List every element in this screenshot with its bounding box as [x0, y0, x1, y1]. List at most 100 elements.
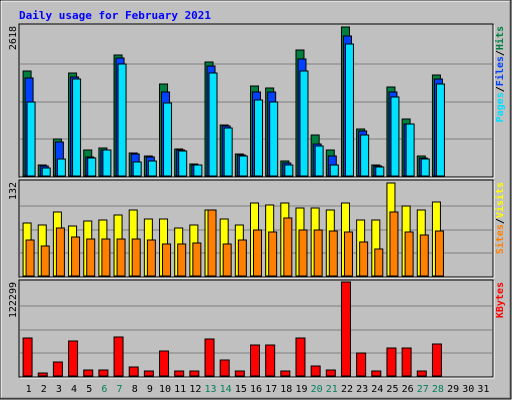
- bar-pages-day-23: [360, 134, 370, 177]
- legend-kbytes: KBytes: [495, 282, 506, 318]
- bar-kbytes-day-21: [325, 369, 336, 377]
- max-label-visits-sites: 132: [8, 182, 19, 200]
- bar-pages-day-22: [344, 43, 354, 177]
- bar-pages-day-10: [163, 102, 173, 177]
- day-label-13: 13: [204, 384, 216, 395]
- legend-part-hits-files-pages-0: Pages: [495, 92, 506, 122]
- bar-sites-day-7: [116, 238, 126, 277]
- bar-kbytes-day-20: [310, 365, 321, 377]
- bar-pages-day-3: [56, 158, 66, 177]
- bar-kbytes-day-6: [98, 369, 109, 377]
- bar-pages-day-9: [147, 160, 157, 177]
- panel-frame-kbytes: [18, 279, 494, 378]
- bar-sites-day-15: [237, 239, 247, 277]
- bar-pages-day-11: [178, 150, 188, 177]
- day-label-19: 19: [295, 384, 307, 395]
- bar-pages-day-15: [238, 155, 248, 177]
- bar-kbytes-day-15: [234, 370, 245, 377]
- bar-kbytes-day-17: [265, 344, 276, 377]
- bar-pages-day-19: [299, 70, 309, 177]
- bar-kbytes-day-14: [219, 359, 230, 377]
- bar-kbytes-day-19: [295, 337, 306, 377]
- day-label-28: 28: [432, 384, 444, 395]
- bar-pages-day-5: [87, 157, 97, 177]
- bar-kbytes-day-28: [431, 343, 442, 377]
- bar-pages-day-16: [254, 99, 263, 177]
- bar-sites-day-25: [389, 211, 399, 277]
- bar-kbytes-day-7: [113, 336, 124, 377]
- day-label-7: 7: [117, 384, 123, 395]
- bar-kbytes-day-23: [356, 352, 367, 377]
- day-label-14: 14: [220, 384, 232, 395]
- day-label-2: 2: [41, 384, 47, 395]
- bar-sites-day-2: [40, 245, 50, 277]
- bar-kbytes-day-27: [416, 370, 427, 377]
- panel-frame-hits-files-pages: [18, 23, 494, 178]
- bar-sites-day-21: [328, 230, 338, 277]
- bar-kbytes-day-9: [143, 370, 154, 377]
- bar-pages-day-13: [208, 72, 218, 177]
- day-label-15: 15: [235, 384, 247, 395]
- bar-kbytes-day-3: [52, 361, 63, 377]
- bar-sites-day-19: [298, 229, 308, 277]
- bar-sites-day-9: [146, 239, 156, 277]
- bar-pages-day-21: [329, 164, 339, 177]
- legend-part-visits-sites-2: Visits: [494, 182, 506, 218]
- day-label-20: 20: [311, 384, 323, 395]
- bar-pages-day-12: [193, 164, 203, 177]
- bar-kbytes-day-12: [189, 370, 200, 377]
- bar-pages-day-8: [132, 161, 142, 177]
- bar-sites-day-22: [343, 231, 353, 277]
- day-label-22: 22: [341, 384, 353, 395]
- day-label-11: 11: [174, 384, 186, 395]
- bar-sites-day-17: [268, 231, 278, 277]
- bar-sites-day-5: [86, 238, 96, 277]
- day-label-25: 25: [386, 384, 398, 395]
- bar-kbytes-day-26: [401, 347, 412, 377]
- day-label-26: 26: [402, 384, 414, 395]
- day-label-10: 10: [159, 384, 171, 395]
- bar-pages-day-20: [314, 145, 324, 177]
- bar-sites-day-23: [359, 241, 369, 277]
- bar-kbytes-day-13: [204, 338, 215, 377]
- bar-pages-day-14: [223, 127, 233, 177]
- day-label-31: 31: [477, 384, 489, 395]
- bar-kbytes-day-2: [37, 372, 48, 377]
- bar-sites-day-16: [253, 229, 262, 277]
- bar-kbytes-day-16: [250, 344, 260, 377]
- panel-kbytes: 122299 KBytes: [8, 279, 506, 379]
- bar-kbytes-day-25: [386, 347, 397, 377]
- legend-part-hits-files-pages-1: /: [495, 86, 506, 92]
- bar-sites-day-6: [101, 238, 111, 277]
- bar-sites-day-12: [192, 242, 202, 277]
- legend-visits-sites: Sites/Visits: [494, 182, 506, 254]
- bar-pages-day-6: [102, 149, 112, 177]
- bar-pages-day-7: [117, 63, 127, 177]
- bar-kbytes-day-22: [340, 281, 351, 377]
- day-label-9: 9: [147, 384, 153, 395]
- panel-visits-sites: 132 Sites/Visits: [8, 179, 506, 279]
- bar-pages-day-4: [72, 78, 82, 177]
- bar-pages-day-25: [390, 96, 400, 177]
- day-label-29: 29: [447, 384, 459, 395]
- bar-pages-day-24: [375, 166, 385, 177]
- bar-sites-day-10: [162, 243, 172, 277]
- legend-part-hits-files-pages-4: Hits: [494, 26, 506, 50]
- panel-frame-visits-sites: [18, 179, 494, 278]
- legend-part-hits-files-pages-3: /: [495, 50, 506, 56]
- bar-sites-day-4: [71, 236, 81, 277]
- bar-sites-day-11: [177, 243, 187, 277]
- bar-pages-day-17: [269, 101, 279, 177]
- chart-title: Daily usage for February 2021: [19, 9, 211, 22]
- day-label-5: 5: [86, 384, 92, 395]
- bar-sites-day-24: [374, 248, 384, 277]
- legend-part-kbytes-0: KBytes: [495, 282, 506, 318]
- bar-pages-day-18: [284, 164, 294, 177]
- bar-sites-day-1: [25, 239, 35, 277]
- bar-sites-day-3: [55, 227, 65, 277]
- bar-pages-day-1: [26, 101, 36, 177]
- day-label-12: 12: [189, 384, 201, 395]
